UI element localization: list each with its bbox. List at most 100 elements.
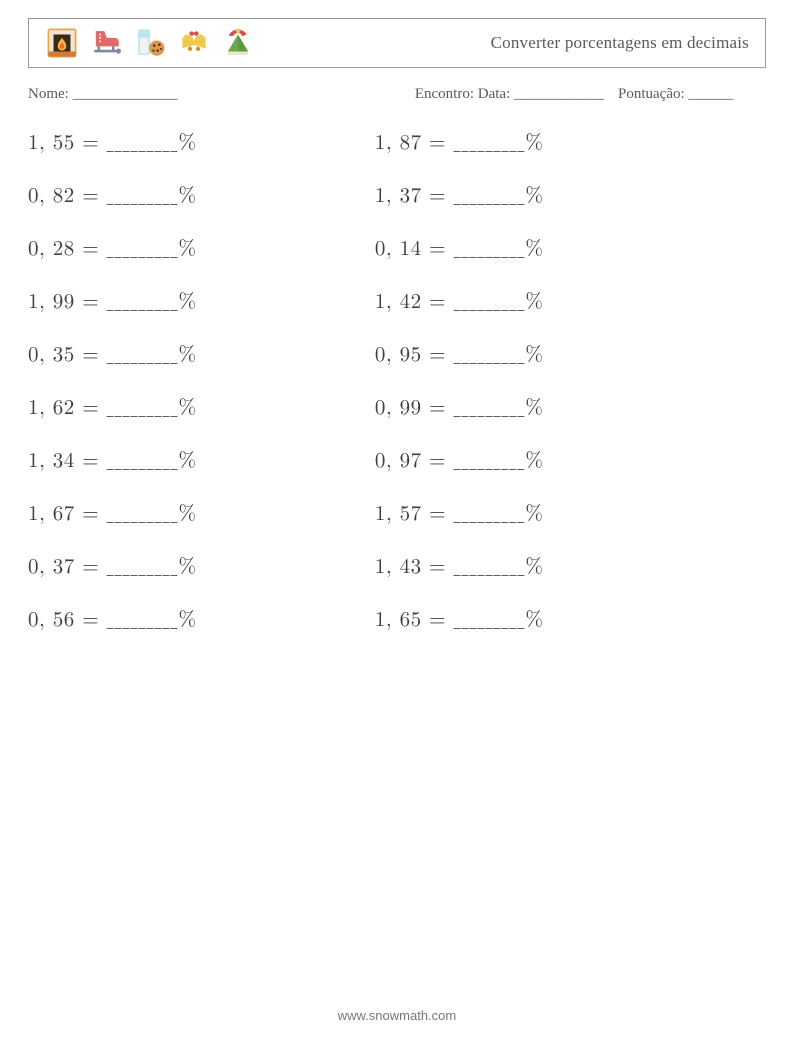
percent-sign: % [179,398,197,419]
problem-left-2: 0, 28 = _________% [28,237,375,262]
date-field: Encontro: Data: ____________ [415,86,604,103]
equals-sign: = [75,398,107,419]
answer-blank[interactable]: _________ [107,504,179,525]
percent-sign: % [525,610,543,631]
equals-sign: = [422,133,454,154]
answer-blank[interactable]: _________ [107,239,179,260]
equals-sign: = [75,345,107,366]
milk-cookie-icon [133,26,167,60]
percent-sign: % [179,186,197,207]
problem-value: 0, 99 [375,398,422,419]
percent-sign: % [525,398,543,419]
problem-right-2: 0, 14 = _________% [375,237,766,262]
score-field: Pontuação: ______ [618,86,733,103]
problem-value: 1, 34 [28,451,75,472]
percent-sign: % [179,133,197,154]
answer-blank[interactable]: _________ [453,292,525,313]
equals-sign: = [75,557,107,578]
problem-left-3: 1, 99 = _________% [28,290,375,315]
bells-icon [177,26,211,60]
problem-right-0: 1, 87 = _________% [375,131,766,156]
answer-blank[interactable]: _________ [453,398,525,419]
problem-value: 1, 87 [375,133,422,154]
problem-value: 0, 56 [28,610,75,631]
answer-blank[interactable]: _________ [107,610,179,631]
meta-row: Nome: ______________ Encontro: Data: ___… [28,86,766,103]
problem-right-7: 1, 57 = _________% [375,502,766,527]
answer-blank[interactable]: _________ [107,292,179,313]
problem-left-1: 0, 82 = _________% [28,184,375,209]
percent-sign: % [525,557,543,578]
problem-right-8: 1, 43 = _________% [375,555,766,580]
problem-right-5: 0, 99 = _________% [375,396,766,421]
percent-sign: % [179,345,197,366]
answer-blank[interactable]: _________ [107,451,179,472]
problem-value: 0, 37 [28,557,75,578]
problem-value: 1, 55 [28,133,75,154]
problem-value: 1, 62 [28,398,75,419]
answer-blank[interactable]: _________ [453,504,525,525]
ice-skate-icon [89,26,123,60]
answer-blank[interactable]: _________ [107,398,179,419]
problem-left-4: 0, 35 = _________% [28,343,375,368]
equals-sign: = [422,610,454,631]
worksheet-title: Converter porcentagens em decimais [491,33,749,53]
problem-left-5: 1, 62 = _________% [28,396,375,421]
problem-value: 1, 42 [375,292,422,313]
problem-left-6: 1, 34 = _________% [28,449,375,474]
problem-value: 1, 37 [375,186,422,207]
percent-sign: % [179,451,197,472]
answer-blank[interactable]: _________ [453,557,525,578]
equals-sign: = [75,451,107,472]
problem-value: 1, 65 [375,610,422,631]
answer-blank[interactable]: _________ [453,451,525,472]
christmas-hat-tree-icon [221,26,255,60]
equals-sign: = [75,186,107,207]
footer-link: www.snowmath.com [0,1008,794,1023]
equals-sign: = [75,239,107,260]
problem-right-6: 0, 97 = _________% [375,449,766,474]
worksheet-page: Converter porcentagens em decimais Nome:… [0,0,794,1053]
equals-sign: = [422,186,454,207]
equals-sign: = [422,292,454,313]
problem-right-9: 1, 65 = _________% [375,608,766,633]
equals-sign: = [422,398,454,419]
percent-sign: % [525,504,543,525]
equals-sign: = [75,610,107,631]
problem-right-1: 1, 37 = _________% [375,184,766,209]
problem-value: 0, 95 [375,345,422,366]
answer-blank[interactable]: _________ [107,557,179,578]
problem-value: 1, 67 [28,504,75,525]
problem-left-8: 0, 37 = _________% [28,555,375,580]
problem-value: 1, 99 [28,292,75,313]
answer-blank[interactable]: _________ [107,133,179,154]
problem-value: 1, 43 [375,557,422,578]
equals-sign: = [422,345,454,366]
equals-sign: = [422,504,454,525]
problem-left-9: 0, 56 = _________% [28,608,375,633]
answer-blank[interactable]: _________ [453,186,525,207]
header-bar: Converter porcentagens em decimais [28,18,766,68]
fireplace-icon [45,26,79,60]
answer-blank[interactable]: _________ [107,345,179,366]
problem-value: 0, 35 [28,345,75,366]
problems-grid: 1, 55 = _________%1, 87 = _________%0, 8… [28,131,766,633]
percent-sign: % [525,345,543,366]
percent-sign: % [179,557,197,578]
answer-blank[interactable]: _________ [453,239,525,260]
name-field: Nome: ______________ [28,86,375,103]
problem-right-3: 1, 42 = _________% [375,290,766,315]
percent-sign: % [179,504,197,525]
percent-sign: % [179,292,197,313]
answer-blank[interactable]: _________ [453,345,525,366]
percent-sign: % [525,239,543,260]
percent-sign: % [525,186,543,207]
percent-sign: % [525,451,543,472]
answer-blank[interactable]: _________ [107,186,179,207]
equals-sign: = [75,292,107,313]
problem-value: 0, 14 [375,239,422,260]
answer-blank[interactable]: _________ [453,133,525,154]
header-icons [45,26,255,60]
percent-sign: % [525,133,543,154]
answer-blank[interactable]: _________ [453,610,525,631]
